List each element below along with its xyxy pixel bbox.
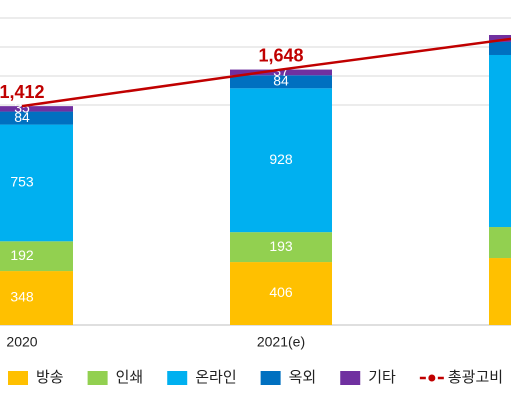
data-label: 84 [273, 73, 289, 89]
data-label: 348 [10, 289, 34, 305]
legend-label: 총광고비 [448, 369, 503, 386]
x-tick-label: 2021(e) [257, 334, 305, 350]
legend-label: 방송 [36, 369, 64, 386]
bar-segment [230, 232, 332, 263]
bar-segment [489, 227, 511, 259]
legend-swatch [167, 371, 188, 385]
legend-swatch [8, 371, 28, 385]
legend-label: 온라인 [195, 369, 236, 386]
x-tick-label: 2020 [6, 334, 37, 350]
total-label: 1,412 [0, 82, 45, 102]
legend-swatch [260, 371, 281, 385]
bar-segment [489, 34, 511, 42]
legend-label: 인쇄 [116, 369, 144, 386]
bar-segment [489, 258, 511, 325]
data-label: 35 [14, 100, 30, 116]
bar-segment [0, 111, 73, 125]
bar-segment [0, 106, 73, 112]
data-label: 84 [14, 109, 30, 125]
bar-segment [230, 69, 332, 76]
legend-label: 옥외 [289, 369, 317, 386]
bar-segment [230, 75, 332, 89]
data-label: 37 [273, 63, 289, 79]
legend-label: 기타 [368, 369, 396, 386]
legend-swatch [87, 371, 108, 385]
bar-segment [230, 88, 332, 233]
bar-segment [0, 241, 73, 272]
legend-swatch [340, 371, 361, 385]
data-label: 928 [269, 151, 293, 167]
total-line [21, 37, 511, 108]
data-label: 753 [10, 174, 34, 190]
bar-segment [489, 54, 511, 228]
bar-segment [0, 124, 73, 242]
bar-segment [230, 262, 332, 325]
data-label: 406 [269, 284, 293, 300]
bar-segment [489, 41, 511, 55]
total-label: 1,648 [258, 45, 303, 65]
bar-segment [0, 271, 73, 325]
legend-marker [428, 374, 436, 382]
data-label: 193 [269, 238, 293, 254]
data-label: 192 [10, 247, 34, 263]
